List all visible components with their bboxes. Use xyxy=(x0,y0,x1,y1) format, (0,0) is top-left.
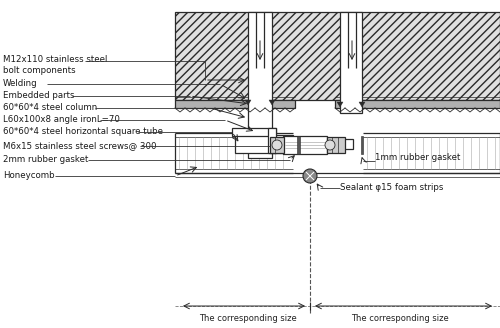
Text: The corresponding size: The corresponding size xyxy=(199,314,297,323)
Text: The corresponding size: The corresponding size xyxy=(351,314,449,323)
Polygon shape xyxy=(245,100,251,105)
Text: M12x110 stainless steel
bolt components: M12x110 stainless steel bolt components xyxy=(3,55,108,75)
Text: Honeycomb: Honeycomb xyxy=(3,172,54,180)
Polygon shape xyxy=(337,102,343,107)
Text: 60*60*4 steel column: 60*60*4 steel column xyxy=(3,104,97,113)
Bar xyxy=(175,100,295,108)
Bar xyxy=(293,139,353,149)
Bar xyxy=(340,12,362,113)
Text: 60*60*4 steel horizontal square tube: 60*60*4 steel horizontal square tube xyxy=(3,128,163,136)
Circle shape xyxy=(303,169,317,183)
Bar xyxy=(248,12,272,158)
Bar xyxy=(235,135,293,153)
Circle shape xyxy=(272,140,282,150)
Bar xyxy=(283,136,327,154)
Bar xyxy=(335,100,500,108)
Bar xyxy=(361,136,363,154)
Text: Sealant φ15 foam strips: Sealant φ15 foam strips xyxy=(340,183,444,193)
Text: Embedded parts: Embedded parts xyxy=(3,92,74,100)
Bar xyxy=(270,137,284,153)
Polygon shape xyxy=(269,100,275,105)
Bar xyxy=(297,136,300,154)
Bar xyxy=(175,12,500,100)
Bar xyxy=(327,137,345,153)
Polygon shape xyxy=(359,102,365,107)
Text: 1mm rubber gasket: 1mm rubber gasket xyxy=(375,154,460,162)
Text: M6x15 stainless steel screws@ 300: M6x15 stainless steel screws@ 300 xyxy=(3,141,156,151)
Circle shape xyxy=(325,140,335,150)
Bar xyxy=(232,128,276,136)
Bar xyxy=(268,128,276,153)
Text: Welding: Welding xyxy=(3,79,37,89)
Text: L60x100x8 angle ironL=70: L60x100x8 angle ironL=70 xyxy=(3,115,120,125)
Text: 2mm rubber gasket: 2mm rubber gasket xyxy=(3,155,88,165)
